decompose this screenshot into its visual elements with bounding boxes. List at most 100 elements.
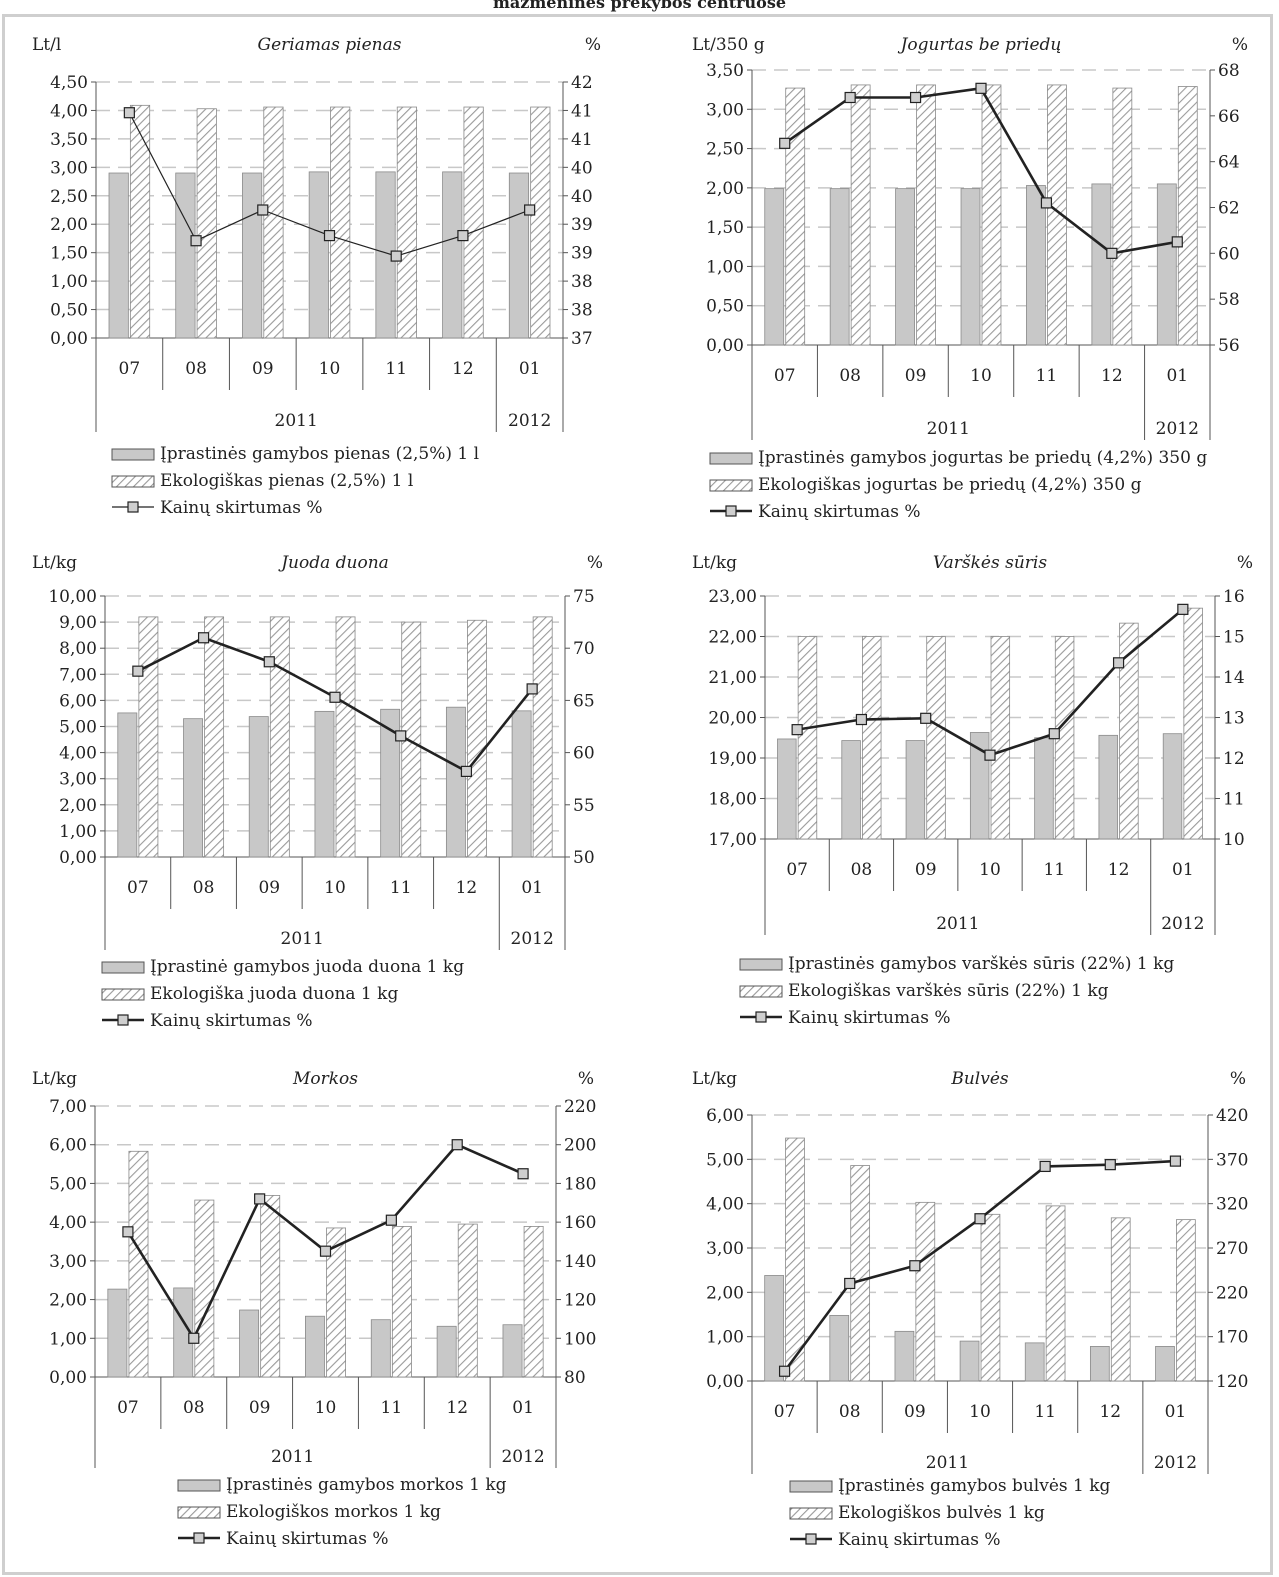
bar-conventional	[905, 740, 926, 840]
y2-tick-label: 50	[573, 848, 595, 868]
y-tick-label: 1,00	[706, 257, 744, 277]
right-axis-unit: %	[578, 1069, 594, 1089]
bar-organic	[1112, 87, 1133, 346]
y2-tick-label: 38	[571, 272, 593, 292]
bar-organic	[1045, 1205, 1066, 1382]
y-tick-label: 0,50	[706, 297, 744, 317]
legend-label: Kainų skirtumas %	[150, 1011, 312, 1031]
y2-tick-label: 66	[1218, 107, 1240, 127]
y-tick-label: 23,00	[708, 587, 757, 607]
bar-organic	[785, 1137, 805, 1382]
y-tick-label: 1,00	[49, 1329, 87, 1349]
bar-conventional	[960, 188, 981, 346]
line-marker	[1048, 728, 1060, 740]
y-tick-label: 22,00	[708, 628, 757, 648]
legend-label: Įprastinės gamybos bulvės 1 kg	[838, 1476, 1111, 1496]
bar-conventional	[1162, 733, 1183, 840]
bar-conventional	[777, 738, 797, 840]
bar-conventional	[380, 708, 401, 858]
bar-conventional	[436, 1325, 457, 1378]
y-tick-label: 3,00	[706, 1239, 744, 1259]
legend-label: Įprastinės gamybos morkos 1 kg	[226, 1475, 507, 1495]
line-marker	[517, 1168, 529, 1180]
bar-organic	[326, 1227, 346, 1378]
line-marker	[451, 1139, 463, 1151]
year-label: 2012	[1161, 914, 1204, 934]
bar-organic	[926, 636, 946, 840]
y-tick-label: 7,00	[59, 665, 97, 685]
legend-label: Kainų skirtumas %	[788, 1008, 950, 1028]
line-marker	[779, 137, 791, 149]
y2-tick-label: 41	[571, 101, 593, 121]
y2-tick-label: 39	[571, 215, 593, 235]
line-marker	[263, 656, 275, 668]
page-title: mažmeninės prekybos centruose	[0, 0, 1279, 14]
line-marker	[984, 749, 996, 761]
bar-conventional	[895, 188, 915, 346]
page-title-text: mažmeninės prekybos centruose	[492, 0, 787, 12]
x-tick-label: 09	[915, 860, 937, 880]
y2-tick-label: 12	[1223, 749, 1245, 769]
bar-conventional	[107, 1288, 128, 1378]
bar-organic	[128, 1150, 149, 1378]
y-tick-label: 6,00	[59, 691, 97, 711]
y-tick-label: 0,00	[50, 329, 88, 349]
y2-tick-label: 56	[1218, 336, 1240, 356]
line-marker	[197, 632, 210, 644]
legend-label: Įprastinės gamybos pienas (2,5%) 1 l	[160, 444, 479, 464]
line-marker	[974, 1213, 986, 1225]
bar-conventional	[1089, 1346, 1110, 1382]
bar-organic	[463, 106, 484, 339]
bar-conventional	[508, 172, 530, 339]
y-tick-label: 21,00	[708, 668, 757, 688]
y-tick-label: 2,50	[706, 140, 744, 160]
y2-tick-label: 38	[571, 301, 593, 321]
y-tick-label: 0,00	[49, 1368, 87, 1388]
y2-tick-label: 40	[571, 187, 593, 207]
legend-label: Įprastinės gamybos jogurtas be priedų (4…	[758, 448, 1207, 468]
x-tick-label: 12	[1101, 366, 1123, 386]
y2-tick-label: 42	[571, 73, 593, 93]
line-marker	[1177, 603, 1189, 615]
bar-conventional	[1026, 185, 1046, 346]
year-label: 2011	[275, 411, 318, 431]
y-tick-label: 4,00	[50, 101, 88, 121]
year-label: 2011	[271, 1447, 314, 1467]
bar-organic	[129, 104, 151, 339]
bar-organic	[457, 1223, 478, 1378]
bar-conventional	[1155, 1346, 1175, 1382]
bar-organic	[396, 106, 417, 339]
y-tick-label: 8,00	[59, 639, 97, 659]
y2-tick-label: 60	[1218, 244, 1240, 264]
chart-1: Lt/l Geriamas pienas % 0,00 0,50 1,00 1,50 2,00…	[32, 35, 601, 518]
y-tick-label: 4,00	[59, 744, 97, 764]
bar-organic	[523, 1226, 544, 1378]
left-axis-unit: Lt/350 g	[692, 35, 765, 55]
y2-tick-label: 170	[1216, 1328, 1248, 1348]
y-tick-label: 3,50	[50, 130, 88, 150]
y2-tick-label: 58	[1218, 290, 1240, 310]
x-tick-label: 08	[839, 1402, 861, 1422]
bar-organic	[263, 106, 284, 339]
y2-tick-label: 55	[573, 796, 595, 816]
x-tick-label: 09	[249, 1398, 271, 1418]
bar-conventional	[242, 172, 263, 339]
bar-conventional	[841, 740, 861, 840]
y-tick-label: 3,00	[49, 1252, 87, 1272]
y-tick-label: 4,00	[706, 1195, 744, 1215]
legend-label: Ekologiškas varškės sūris (22%) 1 kg	[788, 981, 1109, 1001]
legend-swatch-marker	[193, 1532, 205, 1544]
x-tick-label: 01	[1172, 860, 1194, 880]
line-marker	[319, 1245, 332, 1257]
left-axis-unit: Lt/l	[32, 35, 61, 55]
chart-title: Juoda duona	[278, 553, 389, 573]
legend-swatch-organic	[177, 1506, 221, 1519]
legend-label: Kainų skirtumas %	[226, 1529, 388, 1549]
chart-title: Jogurtas be priedų	[898, 35, 1062, 55]
y2-tick-label: 160	[564, 1213, 596, 1233]
line-marker	[329, 691, 341, 703]
line-marker	[395, 730, 407, 742]
y2-tick-label: 14	[1223, 668, 1245, 688]
legend-swatch-organic	[111, 475, 155, 488]
right-axis-unit: %	[587, 553, 603, 573]
